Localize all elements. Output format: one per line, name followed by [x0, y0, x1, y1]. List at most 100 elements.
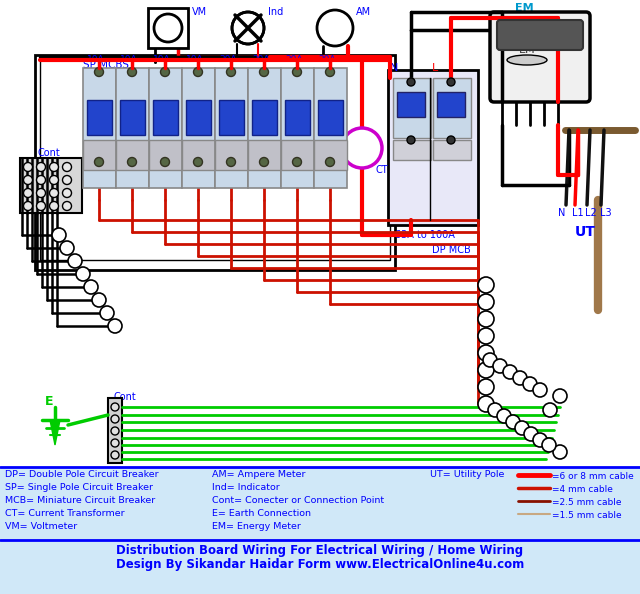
- Text: 2: 2: [65, 244, 69, 252]
- Circle shape: [49, 201, 58, 210]
- Text: 1: 1: [56, 230, 61, 239]
- Bar: [433, 140, 471, 160]
- Text: 6: 6: [484, 365, 488, 374]
- Bar: [182, 140, 215, 170]
- Text: 7: 7: [104, 308, 109, 318]
- Circle shape: [523, 377, 537, 391]
- Circle shape: [111, 403, 119, 411]
- Circle shape: [503, 365, 517, 379]
- Bar: [83, 140, 116, 170]
- Circle shape: [478, 345, 494, 361]
- Text: 7: 7: [547, 441, 552, 450]
- Text: CHNT=: CHNT=: [283, 69, 303, 74]
- Text: 10A: 10A: [87, 55, 104, 64]
- Text: 4: 4: [81, 270, 85, 279]
- Circle shape: [84, 280, 98, 294]
- Text: EM: EM: [515, 3, 534, 13]
- Text: 3: 3: [508, 368, 513, 377]
- Bar: [83, 68, 116, 188]
- Text: L2: L2: [585, 208, 596, 218]
- Bar: [219, 100, 244, 135]
- Circle shape: [63, 175, 72, 185]
- Text: 7: 7: [548, 406, 552, 415]
- Bar: [437, 92, 465, 117]
- Bar: [40, 60, 390, 260]
- Text: 2: 2: [484, 298, 488, 307]
- Text: Cont: Cont: [38, 148, 61, 158]
- Circle shape: [553, 389, 567, 403]
- Circle shape: [24, 163, 33, 172]
- Text: 8: 8: [113, 321, 117, 330]
- Bar: [285, 100, 310, 135]
- Bar: [215, 140, 248, 170]
- Text: EM: EM: [518, 45, 535, 55]
- Text: Design By Sikandar Haidar Form www.ElectricalOnline4u.com: Design By Sikandar Haidar Form www.Elect…: [116, 558, 524, 571]
- Circle shape: [513, 371, 527, 385]
- Circle shape: [100, 306, 114, 320]
- Circle shape: [478, 277, 494, 293]
- Circle shape: [127, 157, 136, 166]
- Text: CHNT=: CHNT=: [217, 69, 237, 74]
- Text: 1234567: 1234567: [504, 23, 544, 32]
- Text: VM: VM: [192, 7, 207, 17]
- Circle shape: [478, 379, 494, 395]
- Text: 5: 5: [529, 429, 533, 438]
- Text: 4: 4: [484, 331, 488, 340]
- Text: 6: 6: [538, 386, 543, 394]
- Circle shape: [543, 403, 557, 417]
- Circle shape: [92, 293, 106, 307]
- Text: CHNT=: CHNT=: [151, 69, 171, 74]
- Bar: [116, 68, 149, 188]
- Text: 5: 5: [527, 380, 532, 388]
- Circle shape: [111, 451, 119, 459]
- Text: CT: CT: [375, 165, 388, 175]
- Circle shape: [154, 14, 182, 42]
- Text: 20A: 20A: [285, 55, 303, 64]
- FancyBboxPatch shape: [490, 12, 590, 102]
- Text: =6 or 8 mm cable: =6 or 8 mm cable: [552, 472, 634, 481]
- Bar: [0, 467, 640, 594]
- Text: 20A: 20A: [318, 55, 335, 64]
- Bar: [149, 68, 182, 188]
- Circle shape: [478, 311, 494, 327]
- Bar: [281, 140, 314, 170]
- Text: 5: 5: [88, 283, 93, 292]
- Circle shape: [407, 136, 415, 144]
- Circle shape: [342, 128, 382, 168]
- Text: DP= Double Pole Circuit Breaker: DP= Double Pole Circuit Breaker: [5, 470, 159, 479]
- Text: 5: 5: [484, 349, 488, 358]
- Circle shape: [24, 175, 33, 185]
- Text: 8: 8: [484, 400, 488, 409]
- Text: DP MCB: DP MCB: [432, 245, 471, 255]
- Text: 7: 7: [484, 383, 488, 391]
- Circle shape: [63, 188, 72, 197]
- Bar: [314, 140, 347, 170]
- Circle shape: [36, 163, 45, 172]
- Circle shape: [49, 188, 58, 197]
- Circle shape: [232, 12, 264, 44]
- Text: Cont= Conecter or Connection Point: Cont= Conecter or Connection Point: [212, 496, 384, 505]
- Text: NB1-63: NB1-63: [184, 77, 204, 82]
- Bar: [397, 92, 425, 117]
- Circle shape: [68, 254, 82, 268]
- FancyBboxPatch shape: [497, 20, 583, 50]
- Bar: [186, 100, 211, 135]
- Text: 2: 2: [498, 362, 502, 371]
- Circle shape: [493, 359, 507, 373]
- Bar: [148, 8, 188, 48]
- Circle shape: [24, 188, 33, 197]
- Circle shape: [533, 433, 547, 447]
- Text: 10A: 10A: [186, 55, 204, 64]
- Text: N: N: [390, 63, 398, 73]
- Bar: [153, 100, 178, 135]
- Text: N: N: [558, 208, 565, 218]
- Bar: [120, 100, 145, 135]
- Text: MCB= Miniature Circuit Breaker: MCB= Miniature Circuit Breaker: [5, 496, 156, 505]
- Bar: [35, 55, 395, 270]
- Text: AM: AM: [356, 7, 371, 17]
- Text: 1: 1: [488, 355, 492, 365]
- Circle shape: [227, 157, 236, 166]
- Text: 3: 3: [72, 257, 77, 266]
- Text: VM= Voltmeter: VM= Voltmeter: [5, 522, 77, 531]
- Circle shape: [36, 188, 45, 197]
